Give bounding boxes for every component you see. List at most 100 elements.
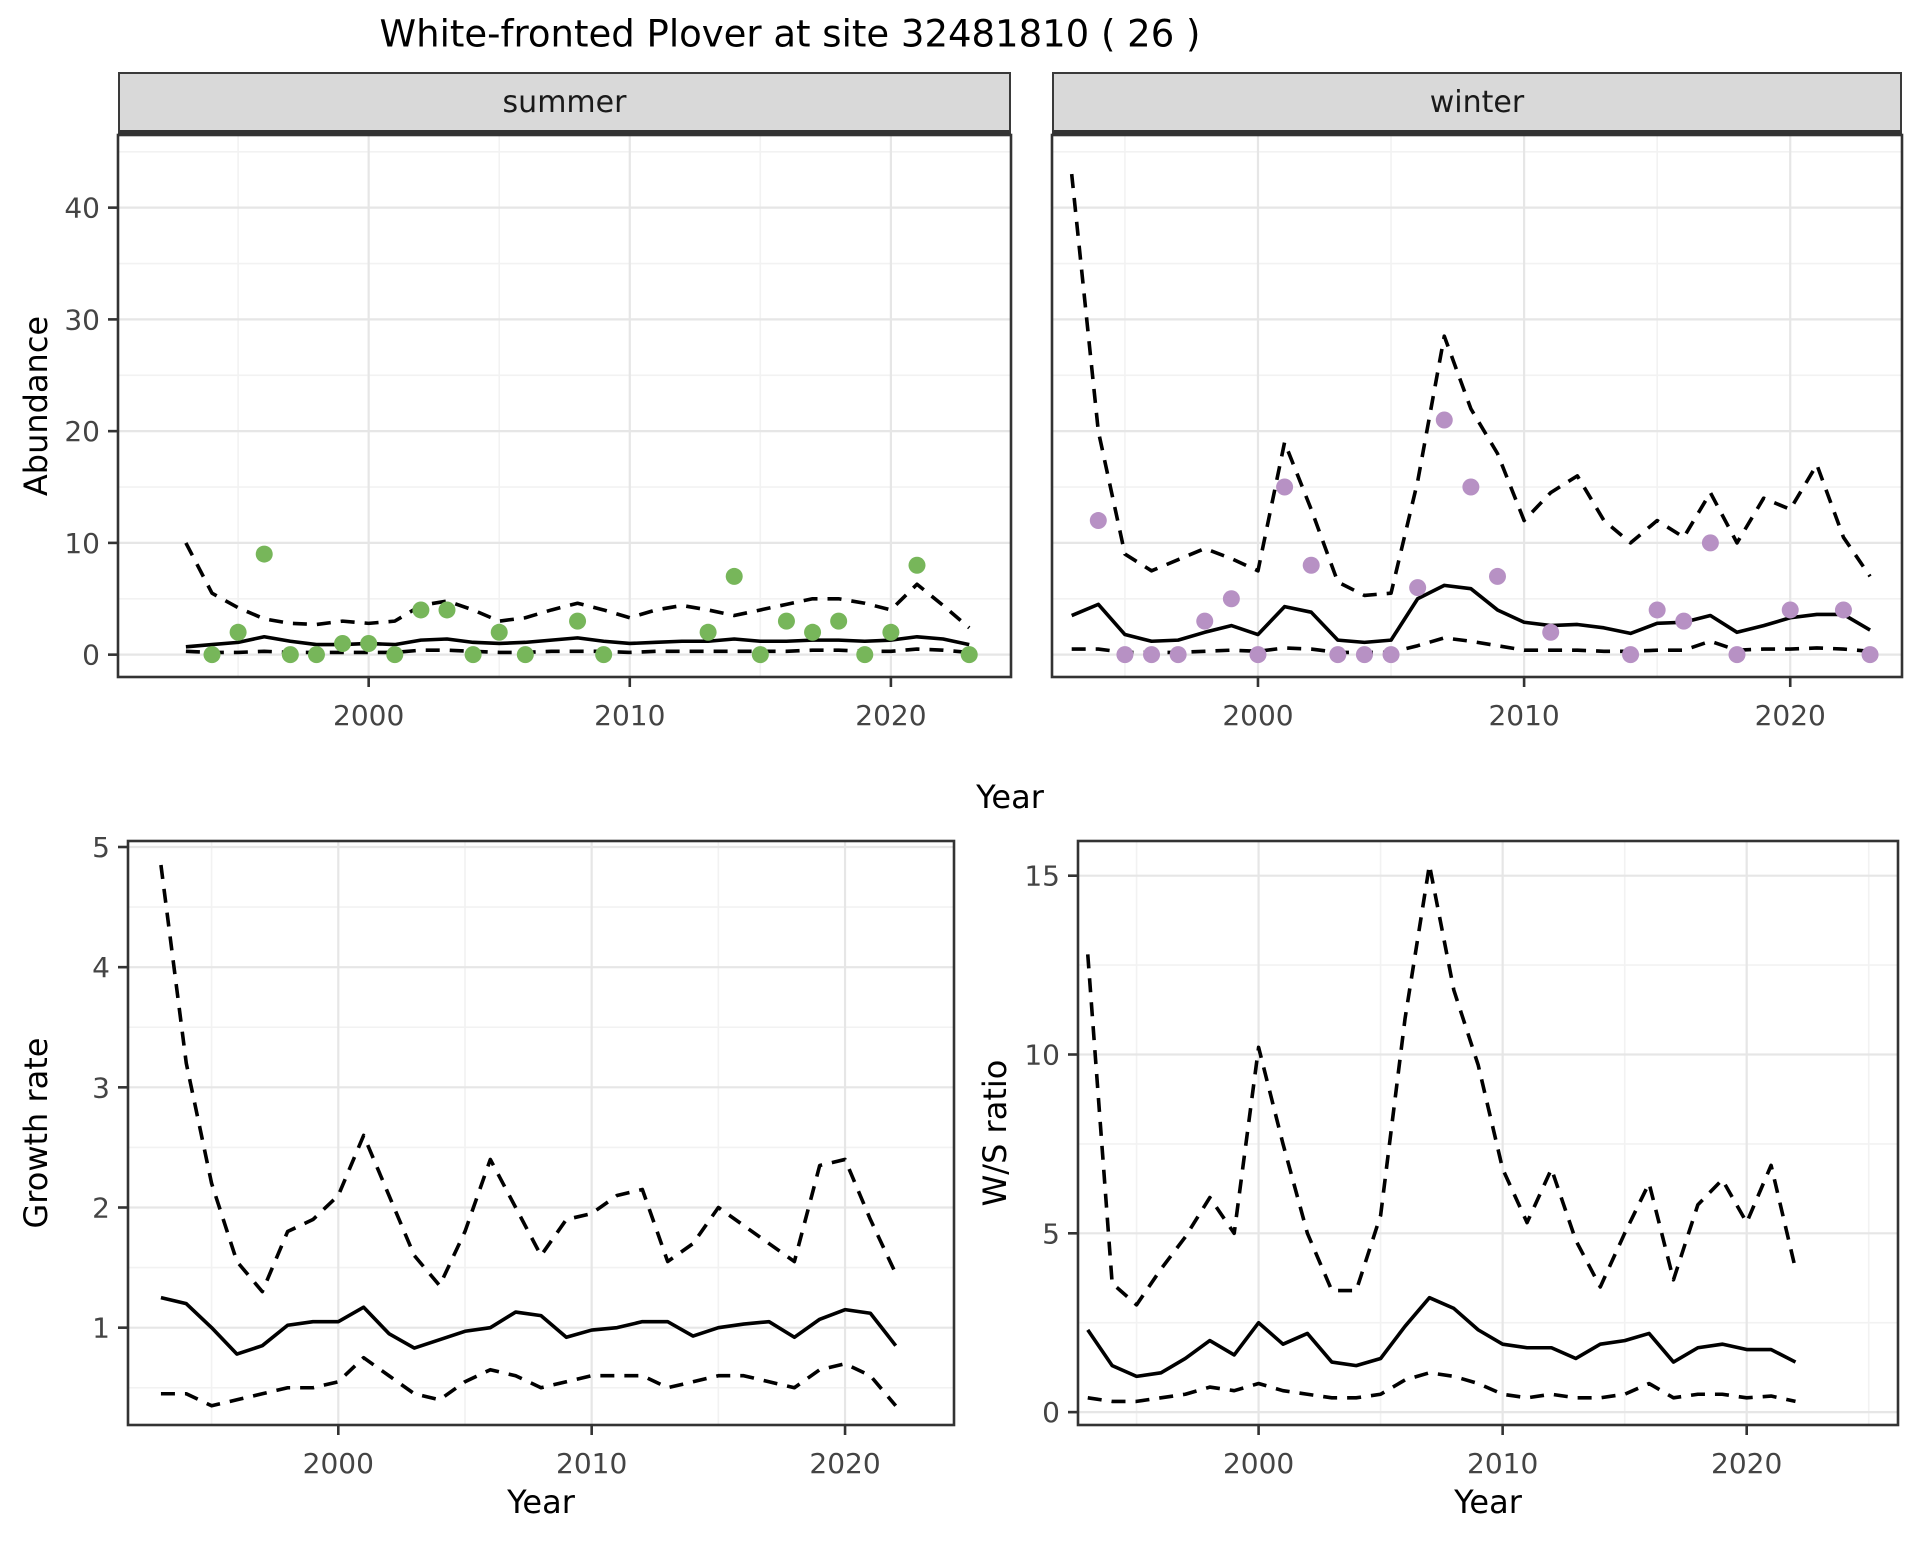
panel-summer: 2000 2010 2020 0 10 20 30 40 xyxy=(64,133,1013,732)
data-point xyxy=(908,556,926,574)
grid-minor xyxy=(118,135,1011,677)
observed-points xyxy=(1089,411,1879,664)
axis-ticks: 2000 2010 2020 1 2 3 4 5 xyxy=(92,831,881,1480)
y-tick-label: 10 xyxy=(1024,1039,1060,1072)
axis-ticks: 2000 2010 2020 xyxy=(1222,677,1826,732)
data-point xyxy=(1169,646,1187,664)
data-point xyxy=(307,646,325,664)
credible-interval-line xyxy=(1087,1370,1796,1404)
grid-minor xyxy=(1078,841,1898,1425)
y-tick-label: 10 xyxy=(64,527,100,560)
data-point xyxy=(1648,601,1666,619)
median-line xyxy=(1086,1295,1797,1379)
y-tick-label: 3 xyxy=(92,1071,110,1104)
data-point xyxy=(830,612,848,630)
grid-major xyxy=(1052,135,1902,677)
data-point xyxy=(1302,556,1320,574)
year-axis-title-top: Year xyxy=(976,778,1044,816)
y-tick-label: 30 xyxy=(64,303,100,336)
data-point xyxy=(334,634,352,652)
data-point xyxy=(569,612,587,630)
data-point xyxy=(804,623,822,641)
data-point xyxy=(1488,567,1506,585)
data-point xyxy=(1409,579,1427,597)
grid-minor xyxy=(1052,135,1902,677)
axis-ticks: 2000 2010 2020 0 10 20 30 40 xyxy=(64,192,926,732)
data-point xyxy=(1382,646,1400,664)
y-tick-label: 20 xyxy=(64,415,100,448)
median-line xyxy=(185,634,970,649)
facet-label-winter: winter xyxy=(1429,84,1525,120)
facet-strip-summer: summer xyxy=(118,72,1011,135)
data-point xyxy=(1435,411,1453,429)
year-axis-title-ws: Year xyxy=(1454,1483,1522,1521)
data-point xyxy=(1276,478,1294,496)
observed-points xyxy=(203,545,978,664)
x-tick-label: 2010 xyxy=(1488,699,1559,732)
data-point xyxy=(1675,612,1693,630)
data-point xyxy=(438,601,456,619)
panel-w-s-ratio: 2000 2010 2020 0 5 10 15 xyxy=(1024,839,1900,1480)
y-tick-label: 15 xyxy=(1024,860,1060,893)
credible-interval-line xyxy=(184,542,971,630)
data-point xyxy=(1462,478,1480,496)
panel-border xyxy=(126,839,956,1427)
y-tick-label: 1 xyxy=(92,1312,110,1345)
panel-border xyxy=(116,133,1013,679)
data-point xyxy=(255,545,273,563)
ws-ratio-axis-title: W/S ratio xyxy=(976,1059,1014,1207)
data-point xyxy=(229,623,247,641)
credible-interval-line xyxy=(1069,173,1872,598)
y-tick-label: 0 xyxy=(82,639,100,672)
data-point xyxy=(1355,646,1373,664)
y-tick-label: 4 xyxy=(92,951,110,984)
data-point xyxy=(1222,590,1240,608)
y-tick-label: 2 xyxy=(92,1192,110,1225)
panel-background xyxy=(1078,841,1898,1425)
x-tick-label: 2000 xyxy=(303,1447,374,1480)
median-line xyxy=(160,1295,898,1356)
y-tick-label: 40 xyxy=(64,192,100,225)
axis-ticks: 2000 2010 2020 0 5 10 15 xyxy=(1024,860,1782,1480)
data-point xyxy=(1728,646,1746,664)
data-point xyxy=(1196,612,1214,630)
credible-interval-line xyxy=(1071,636,1871,655)
y-tick-label: 0 xyxy=(1042,1396,1060,1429)
panel-winter: 2000 2010 2020 xyxy=(1050,133,1904,732)
credible-interval-line xyxy=(159,864,898,1294)
y-tick-label: 5 xyxy=(1042,1217,1060,1250)
x-tick-label: 2020 xyxy=(1711,1447,1782,1480)
credible-interval-line xyxy=(160,1355,898,1408)
data-point xyxy=(856,646,874,664)
data-point xyxy=(1249,646,1267,664)
median-line xyxy=(1070,583,1871,645)
x-tick-label: 2020 xyxy=(809,1447,880,1480)
x-tick-label: 2000 xyxy=(1223,1447,1294,1480)
grid-major xyxy=(1078,841,1898,1425)
data-point xyxy=(1329,646,1347,664)
x-tick-label: 2000 xyxy=(1222,699,1293,732)
data-point xyxy=(281,646,299,664)
y-tick-label: 5 xyxy=(92,831,110,864)
x-tick-label: 2020 xyxy=(1755,699,1826,732)
panel-border xyxy=(1050,133,1904,679)
data-point xyxy=(203,646,221,664)
data-point xyxy=(464,646,482,664)
data-point xyxy=(1622,646,1640,664)
x-tick-label: 2010 xyxy=(594,699,665,732)
panel-growth-rate: 2000 2010 2020 1 2 3 4 5 xyxy=(92,831,956,1480)
year-axis-title-growth: Year xyxy=(507,1483,575,1521)
facet-label-summer: summer xyxy=(502,84,627,120)
data-point xyxy=(1143,646,1161,664)
data-point xyxy=(595,646,613,664)
data-point xyxy=(516,646,534,664)
x-tick-label: 2000 xyxy=(333,699,404,732)
data-point xyxy=(751,646,769,664)
x-tick-label: 2010 xyxy=(1467,1447,1538,1480)
x-tick-label: 2020 xyxy=(855,699,926,732)
credible-interval-line xyxy=(1085,863,1798,1307)
data-point xyxy=(960,646,978,664)
chart-title: White-fronted Plover at site 32481810 ( … xyxy=(379,12,1201,56)
